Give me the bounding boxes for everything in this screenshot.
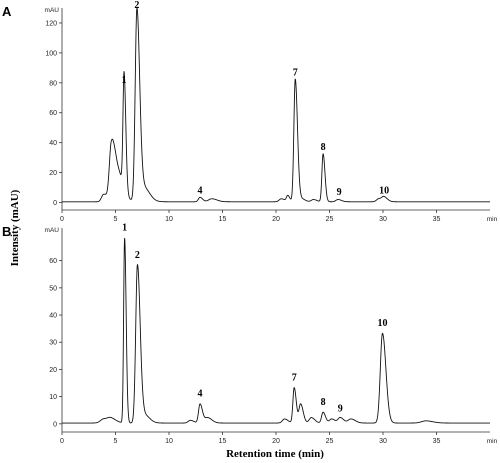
y-axis-title: Intensity (mAU)	[9, 189, 21, 266]
x-unit-label: min	[487, 438, 498, 445]
y-tick-label: 80	[49, 80, 57, 87]
x-tick-label: 35	[433, 216, 441, 223]
peak-label: 10	[377, 318, 387, 329]
y-tick-label: 0	[53, 200, 57, 207]
y-tick-label: 40	[49, 140, 57, 147]
x-tick-label: 25	[326, 216, 334, 223]
x-tick-label: 5	[114, 216, 118, 223]
peak-label: 7	[292, 372, 297, 383]
x-axis-title: Retention time (min)	[226, 448, 324, 460]
x-tick-label: 0	[60, 438, 64, 445]
peak-label: 1	[122, 75, 127, 86]
peak-label: 2	[135, 250, 140, 261]
peak-label: 4	[198, 389, 203, 400]
peak-label: 2	[134, 0, 139, 11]
x-tick-label: 30	[379, 438, 387, 445]
signal-trace	[61, 237, 491, 424]
y-tick-label: 10	[49, 394, 57, 401]
panel-letter: A	[2, 4, 12, 19]
y-tick-label: 60	[49, 258, 57, 265]
peak-label: 9	[338, 404, 343, 415]
y-tick-label: 20	[49, 367, 57, 374]
y-tick-label: 40	[49, 313, 57, 320]
peak-label: 9	[337, 187, 342, 198]
x-tick-label: 25	[326, 438, 334, 445]
peak-label: 4	[198, 186, 203, 197]
y-tick-label: 60	[49, 110, 57, 117]
y-unit-label: mAU	[45, 7, 60, 14]
peak-label: 1	[122, 223, 127, 234]
y-unit-label: mAU	[45, 227, 60, 234]
y-tick-label: 30	[49, 340, 57, 347]
peak-label: 8	[321, 397, 326, 408]
panel-letter: B	[2, 224, 11, 239]
x-tick-label: 20	[272, 438, 280, 445]
x-tick-label: 10	[165, 216, 173, 223]
y-tick-label: 0	[53, 421, 57, 428]
signal-trace	[61, 7, 491, 203]
y-tick-label: 50	[49, 285, 57, 292]
x-tick-label: 5	[114, 438, 118, 445]
y-tick-label: 20	[49, 170, 57, 177]
peak-label: 7	[293, 67, 298, 78]
x-tick-label: 10	[165, 438, 173, 445]
x-tick-label: 35	[433, 438, 441, 445]
x-tick-label: 0	[60, 216, 64, 223]
y-tick-label: 120	[45, 20, 57, 27]
x-tick-label: 30	[379, 216, 387, 223]
peak-label: 8	[321, 142, 326, 153]
y-tick-label: 100	[45, 50, 57, 57]
x-tick-label: 15	[219, 216, 227, 223]
x-tick-label: 15	[219, 438, 227, 445]
x-unit-label: min	[487, 216, 498, 223]
peak-label: 10	[379, 186, 389, 197]
x-tick-label: 20	[272, 216, 280, 223]
